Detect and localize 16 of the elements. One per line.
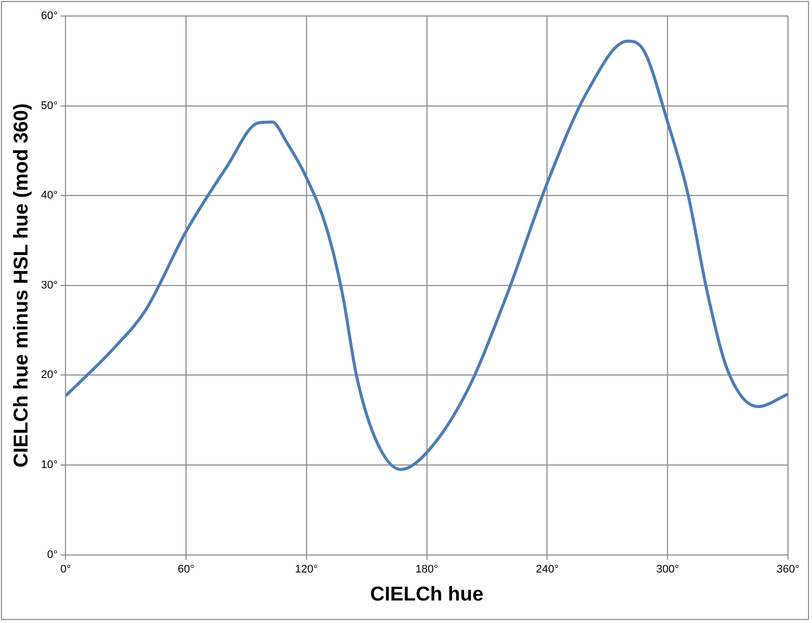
x-tick-label: 360° (776, 563, 800, 576)
y-axis-title: CIELCh hue minus HSL hue (mod 360) (10, 103, 33, 468)
x-tick-label: 120° (295, 563, 318, 576)
x-axis-title: CIELCh hue (370, 584, 484, 606)
y-tick-label: 50° (40, 100, 58, 112)
y-tick-label: 30° (40, 279, 58, 292)
y-tick-label: 40° (40, 190, 58, 202)
y-tick-label: 60° (40, 10, 58, 22)
x-tick-label: 300° (656, 563, 679, 576)
x-tick-label: 60° (178, 563, 194, 576)
x-tick-label: 0° (60, 563, 71, 576)
y-tick-label: 0° (47, 548, 58, 561)
x-tick-label: 240° (536, 563, 559, 576)
y-tick-label: 10° (40, 459, 58, 472)
x-tick-label: 180° (415, 563, 438, 576)
y-tick-label: 20° (40, 369, 58, 382)
